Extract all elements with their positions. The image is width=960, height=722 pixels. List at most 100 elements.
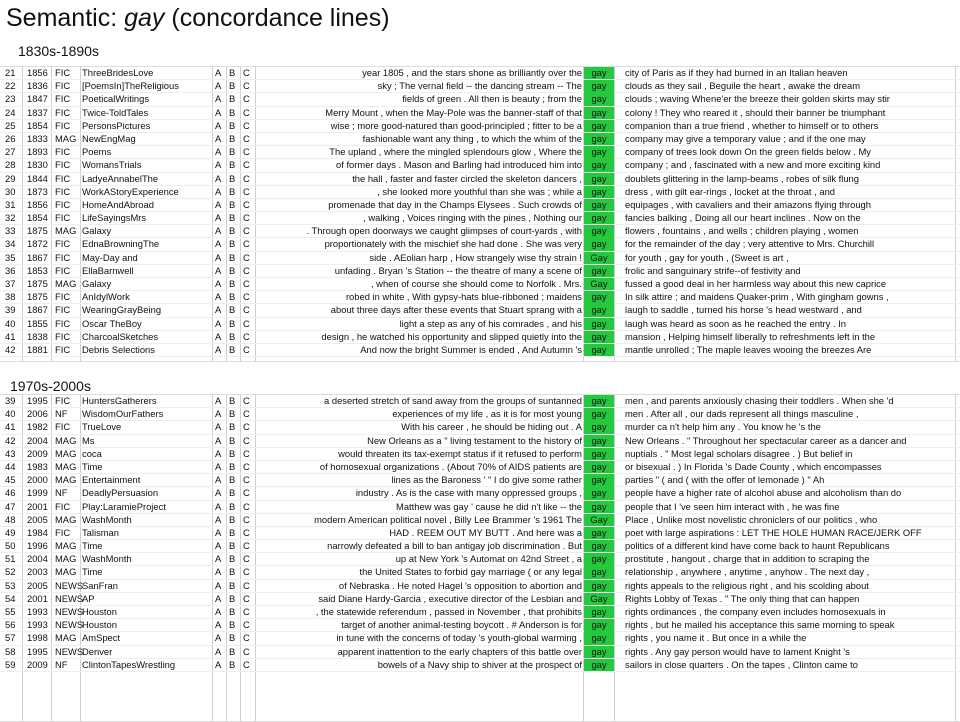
concordance-row[interactable]: 49 1984 FIC Talisman A B C HAD . REEM OUT MY BU… xyxy=(0,526,960,541)
left-context-cell: Merry Mount , when the May-Pole was the … xyxy=(325,106,582,118)
row-number: 34 xyxy=(5,238,16,250)
left-context-cell: lines as the Baroness ' " I do give some… xyxy=(391,474,582,486)
concordance-row[interactable]: 37 1875 MAG Galaxy A B C , when of course she s… xyxy=(0,278,960,292)
column-b-cell: B xyxy=(229,132,236,144)
node-word-cell: gay xyxy=(584,658,614,672)
source-cell: Galaxy xyxy=(82,225,112,237)
node-word-cell: gay xyxy=(584,198,614,212)
row-number: 33 xyxy=(5,225,16,237)
year-cell: 2000 xyxy=(27,474,48,486)
genre-cell: MAG xyxy=(55,553,77,565)
source-cell: TrueLove xyxy=(82,421,122,433)
concordance-row[interactable]: 27 1893 FIC Poems A B C The upland , where the … xyxy=(0,146,960,160)
column-separator xyxy=(255,395,256,721)
column-b-cell: B xyxy=(229,80,236,92)
concordance-row[interactable]: 24 1837 FIC Twice-ToldTales A B C Merry Mount ,… xyxy=(0,106,960,120)
row-number: 39 xyxy=(5,395,16,406)
column-b-cell: B xyxy=(229,553,236,565)
left-context-cell: , walking , Voices ringing with the pine… xyxy=(363,212,582,224)
genre-cell: FIC xyxy=(55,172,71,184)
year-cell: 2009 xyxy=(27,658,48,670)
source-cell: Play:LaramieProject xyxy=(82,500,166,512)
column-c-cell: C xyxy=(243,474,250,486)
column-b-cell: B xyxy=(229,632,236,644)
concordance-row[interactable]: 42 1881 FIC Debris Selections A B C And now the… xyxy=(0,343,960,358)
source-cell: Time xyxy=(82,566,103,578)
genre-cell: MAG xyxy=(55,460,77,472)
column-separator xyxy=(955,67,956,361)
column-b-cell: B xyxy=(229,159,236,171)
row-number: 27 xyxy=(5,146,16,158)
genre-cell: MAG xyxy=(55,447,77,459)
column-a-cell: A xyxy=(215,408,222,420)
year-cell: 1984 xyxy=(27,526,48,538)
row-number: 52 xyxy=(5,566,16,578)
row-number: 42 xyxy=(5,343,16,355)
genre-cell: FIC xyxy=(55,291,71,303)
node-word-cell: gay xyxy=(584,343,614,357)
column-c-cell: C xyxy=(243,421,250,433)
column-a-cell: A xyxy=(215,606,222,617)
concordance-row[interactable]: 33 1875 MAG Galaxy A B C . Through open doorway… xyxy=(0,225,960,239)
right-context-cell: for youth , gay for youth , (Sweet is ar… xyxy=(625,251,789,263)
row-number: 44 xyxy=(5,460,16,472)
year-cell: 2001 xyxy=(27,500,48,512)
node-word-cell: Gay xyxy=(584,251,614,265)
right-context-cell: New Orleans . " Throughout her spectacul… xyxy=(625,434,907,446)
right-context-cell: poet with large aspirations : LET THE HO… xyxy=(625,526,922,538)
left-context-cell: of homosexual organizations . (About 70%… xyxy=(319,460,582,472)
node-word-cell: Gay xyxy=(584,278,614,291)
column-c-cell: C xyxy=(243,106,250,118)
node-word-cell: gay xyxy=(584,434,614,447)
year-cell: 2004 xyxy=(27,553,48,565)
node-word-cell: gay xyxy=(584,460,614,474)
right-context-cell: sailors in close quarters . On the tapes… xyxy=(625,658,858,670)
source-cell: Ms xyxy=(82,434,95,446)
column-b-cell: B xyxy=(229,566,236,578)
node-word-cell: gay xyxy=(584,172,614,185)
concordance-row[interactable]: 55 1993 NEWS Houston A B C , the statewide refe… xyxy=(0,606,960,620)
year-cell: 1875 xyxy=(27,225,48,237)
left-context-cell: fashionable want any thing , to which th… xyxy=(362,132,582,144)
concordance-row[interactable]: 47 2001 FIC Play:LaramieProject A B C Matthew w… xyxy=(0,500,960,514)
concordance-row[interactable]: 41 1982 FIC TrueLove A B C With his career , he… xyxy=(0,421,960,435)
column-a-cell: A xyxy=(215,592,222,604)
right-context-cell: parties " ( and ( with the offer of lemo… xyxy=(625,474,825,486)
concordance-row[interactable]: 30 1873 FIC WorkAStoryExperience A B C , she lo… xyxy=(0,185,960,199)
concordance-row[interactable]: 42 2004 MAG Ms A B C New Orleans as a " living … xyxy=(0,434,960,448)
year-cell: 1855 xyxy=(27,317,48,329)
concordance-row[interactable]: 32 1854 FIC LifeSayingsMrs A B C , walking , Vo… xyxy=(0,212,960,226)
